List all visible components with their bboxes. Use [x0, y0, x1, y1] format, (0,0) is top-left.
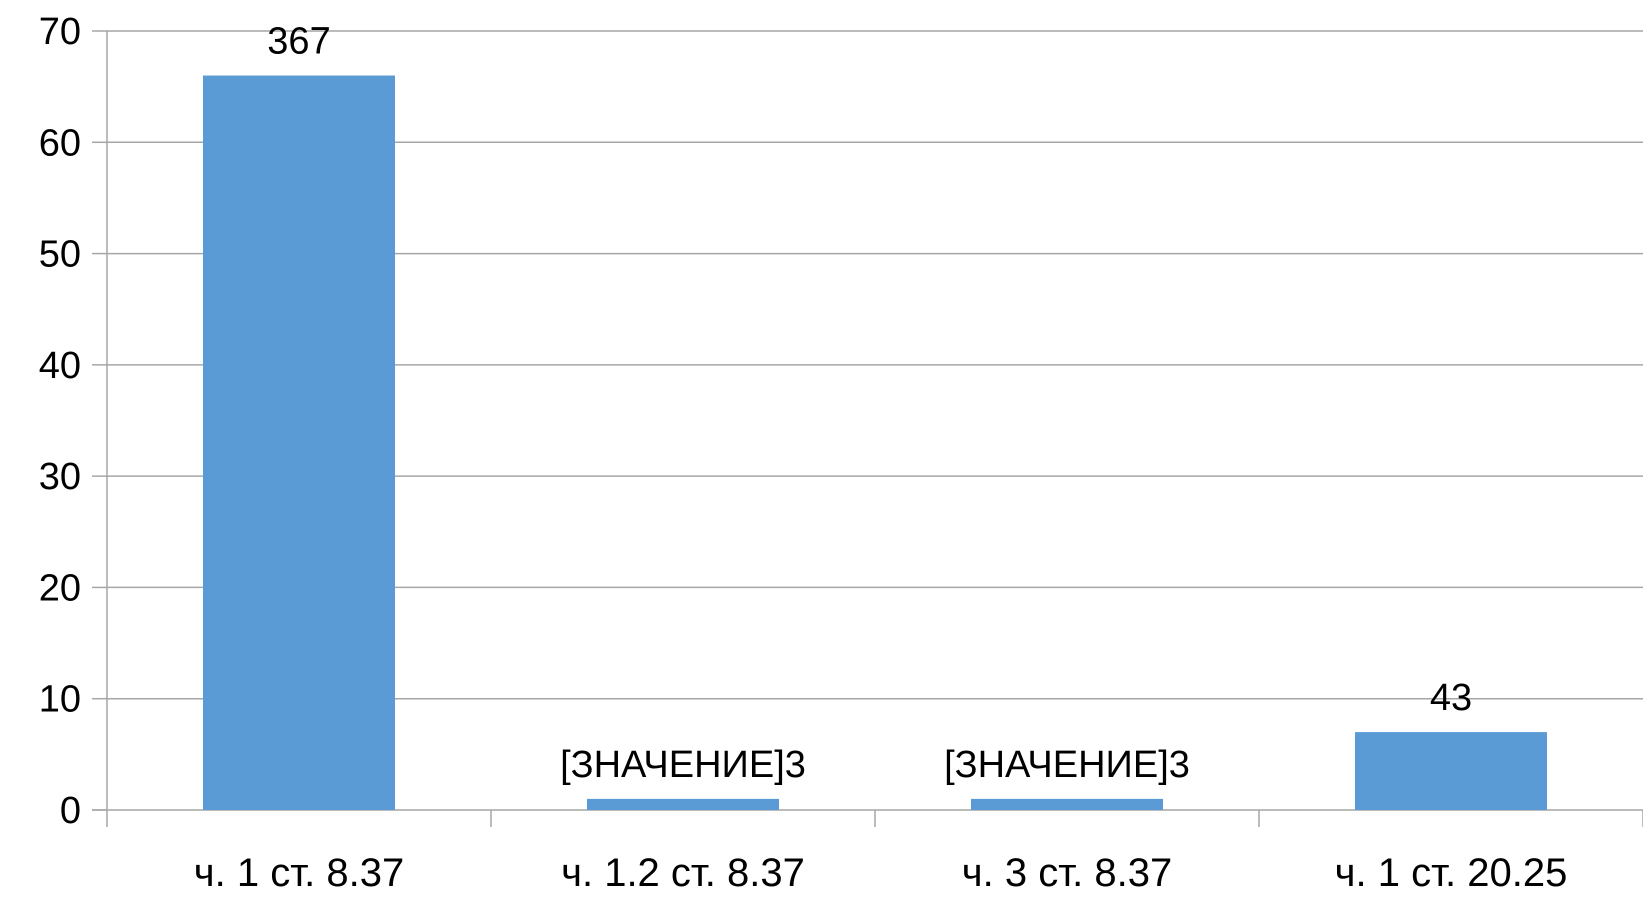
x-category-label: ч. 1 ст. 8.37 — [194, 851, 404, 894]
x-category-label: ч. 1 ст. 20.25 — [1335, 851, 1568, 894]
x-axis-category-labels: ч. 1 ст. 8.37 ч. 1.2 ст. 8.37 ч. 3 ст. 8.3… — [194, 851, 1568, 895]
y-tick-label: 30 — [39, 456, 81, 498]
y-tick-label: 0 — [60, 790, 81, 832]
y-tick-label: 60 — [39, 122, 81, 164]
y-tick-label: 70 — [39, 11, 81, 53]
data-label: [ЗНАЧЕНИЕ]3 — [944, 744, 1190, 786]
y-tick-label: 20 — [39, 567, 81, 609]
y-tick-label: 40 — [39, 345, 81, 387]
y-tick-label: 10 — [39, 679, 81, 721]
data-label: 367 — [267, 21, 330, 63]
bar — [203, 75, 395, 810]
bars — [203, 75, 1547, 810]
bar — [1355, 732, 1547, 810]
bar — [971, 798, 1163, 810]
x-category-label: ч. 1.2 ст. 8.37 — [561, 851, 805, 894]
data-label: 43 — [1430, 677, 1472, 719]
y-tick-label: 50 — [39, 234, 81, 276]
data-label: [ЗНАЧЕНИЕ]3 — [560, 744, 806, 786]
y-axis-ticks: 0 10 20 30 40 50 60 70 — [39, 11, 81, 832]
data-labels: 367 [ЗНАЧЕНИЕ]3 [ЗНАЧЕНИЕ]3 43 — [267, 21, 1472, 786]
bar — [587, 798, 779, 810]
x-category-label: ч. 3 ст. 8.37 — [962, 851, 1172, 894]
